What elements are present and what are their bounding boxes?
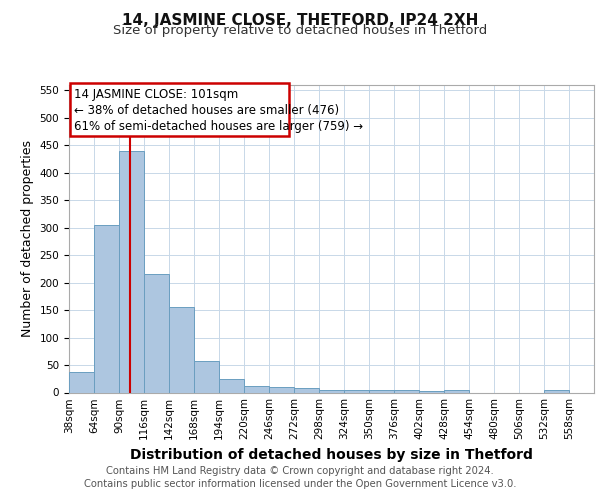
Text: 14 JASMINE CLOSE: 101sqm: 14 JASMINE CLOSE: 101sqm: [74, 88, 238, 102]
Bar: [344, 390, 369, 392]
Bar: [219, 379, 244, 392]
Bar: [369, 390, 394, 392]
Text: ← 38% of detached houses are smaller (476): ← 38% of detached houses are smaller (47…: [74, 104, 339, 117]
Y-axis label: Number of detached properties: Number of detached properties: [21, 140, 34, 337]
Text: Size of property relative to detached houses in Thetford: Size of property relative to detached ho…: [113, 24, 487, 37]
Bar: [69, 372, 94, 392]
Bar: [169, 308, 194, 392]
Text: 61% of semi-detached houses are larger (759) →: 61% of semi-detached houses are larger (…: [74, 120, 363, 133]
Bar: [544, 390, 569, 392]
Bar: [144, 274, 169, 392]
Text: Contains HM Land Registry data © Crown copyright and database right 2024.: Contains HM Land Registry data © Crown c…: [106, 466, 494, 476]
Bar: [269, 387, 294, 392]
Bar: [319, 390, 344, 392]
Bar: [394, 390, 419, 392]
Text: Contains public sector information licensed under the Open Government Licence v3: Contains public sector information licen…: [84, 479, 516, 489]
Bar: [119, 151, 144, 392]
Bar: [294, 388, 319, 392]
Bar: [244, 386, 269, 392]
Bar: [194, 360, 219, 392]
Bar: [94, 225, 119, 392]
Bar: [444, 390, 469, 392]
FancyBboxPatch shape: [70, 84, 289, 136]
Bar: [419, 391, 444, 392]
Text: 14, JASMINE CLOSE, THETFORD, IP24 2XH: 14, JASMINE CLOSE, THETFORD, IP24 2XH: [122, 12, 478, 28]
X-axis label: Distribution of detached houses by size in Thetford: Distribution of detached houses by size …: [130, 448, 533, 462]
